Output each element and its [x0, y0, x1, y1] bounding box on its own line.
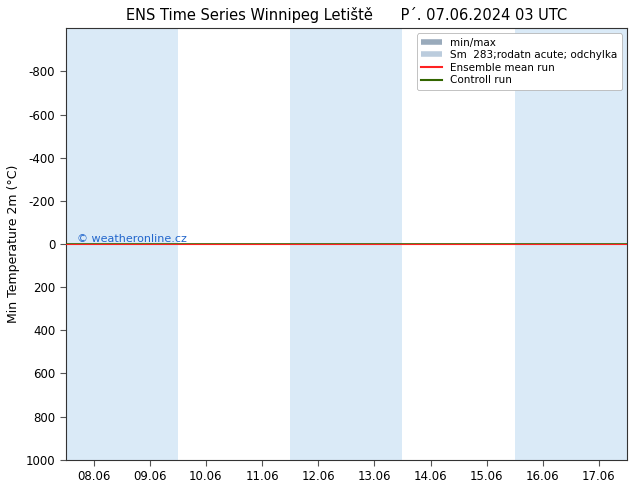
Bar — [346, 28, 403, 460]
Bar — [65, 28, 122, 460]
Text: © weatheronline.cz: © weatheronline.cz — [77, 234, 186, 244]
Legend: min/max, Sm  283;rodatn acute; odchylka, Ensemble mean run, Controll run: min/max, Sm 283;rodatn acute; odchylka, … — [417, 33, 622, 90]
Title: ENS Time Series Winnipeg Letiště      P´. 07.06.2024 03 UTC: ENS Time Series Winnipeg Letiště P´. 07.… — [126, 7, 567, 23]
Bar — [290, 28, 346, 460]
Y-axis label: Min Temperature 2m (°C): Min Temperature 2m (°C) — [7, 165, 20, 323]
Bar — [571, 28, 627, 460]
Bar — [515, 28, 571, 460]
Bar — [122, 28, 178, 460]
